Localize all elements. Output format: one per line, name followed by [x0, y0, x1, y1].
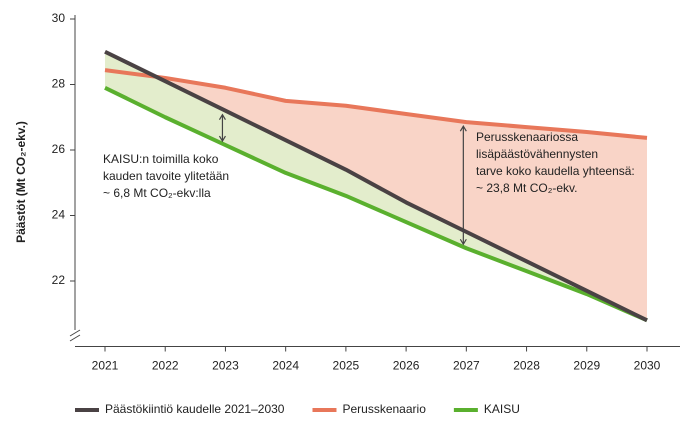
annotation-text: Perusskenaariossa [476, 130, 578, 144]
y-tick-label: 30 [52, 11, 66, 25]
annotation-text: kauden tavoite ylitetään [103, 169, 229, 183]
annotation-text: ~ 6,8 Mt CO₂-ekv:lla [103, 186, 211, 200]
y-tick-label: 28 [52, 77, 66, 91]
x-tick-label: 2026 [393, 359, 420, 373]
series-line [104, 85, 648, 323]
legend-label: Päästökiintiö kaudelle 2021–2030 [105, 402, 285, 416]
legend-label: Perusskenaario [342, 402, 426, 416]
annotation-text: lisäpäästövähennysten [476, 147, 598, 161]
annotation-arrow [459, 124, 467, 246]
x-tick-label: 2021 [92, 359, 119, 373]
x-tick-label: 2030 [634, 359, 661, 373]
annotation-text: ~ 23,8 Mt CO₂-ekv. [476, 181, 577, 195]
y-tick-label: 26 [52, 142, 66, 156]
annotation-arrow [218, 113, 226, 143]
annotation-text: tarve koko kaudella yhteensä: [476, 164, 635, 178]
series-line [104, 49, 648, 323]
annotation-text: KAISU:n toimilla koko [103, 152, 219, 166]
x-tick-label: 2025 [333, 359, 360, 373]
series-line [104, 68, 648, 140]
x-tick-label: 2023 [212, 359, 239, 373]
x-tick-label: 2029 [573, 359, 600, 373]
axis-break [69, 329, 81, 342]
y-tick-label: 24 [52, 208, 66, 222]
y-axis-label: Päästöt (Mt CO₂-ekv.) [14, 121, 28, 243]
x-tick-label: 2024 [272, 359, 299, 373]
legend-label: KAISU [484, 402, 520, 416]
x-tick-label: 2027 [453, 359, 480, 373]
y-tick-label: 22 [52, 273, 66, 287]
x-tick-label: 2022 [152, 359, 179, 373]
x-tick-label: 2028 [513, 359, 540, 373]
